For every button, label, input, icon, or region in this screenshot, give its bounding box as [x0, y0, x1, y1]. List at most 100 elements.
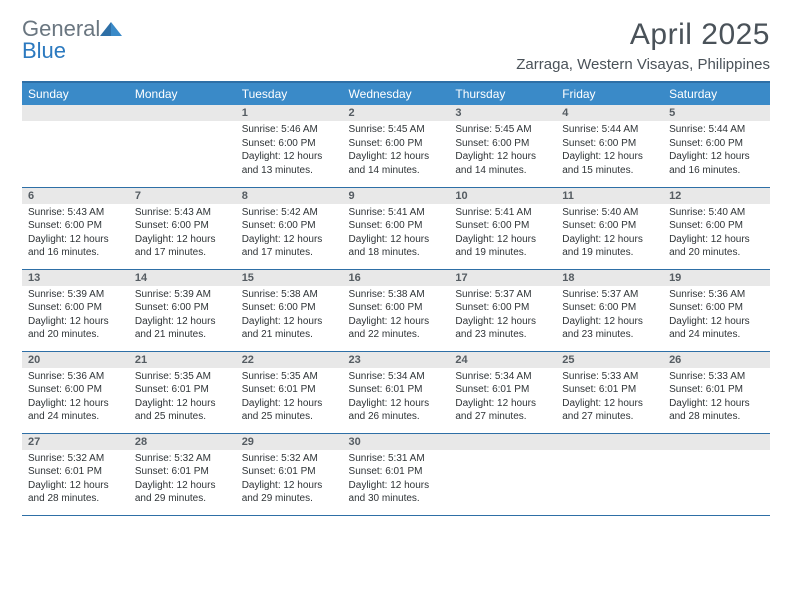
- sunrise-line: Sunrise: 5:32 AM: [242, 452, 337, 466]
- day-body: Sunrise: 5:45 AMSunset: 6:00 PMDaylight:…: [449, 121, 556, 181]
- day-number-empty: [22, 105, 129, 121]
- day-body: Sunrise: 5:45 AMSunset: 6:00 PMDaylight:…: [343, 121, 450, 181]
- day-body: Sunrise: 5:43 AMSunset: 6:00 PMDaylight:…: [129, 204, 236, 264]
- sunset-line: Sunset: 6:00 PM: [455, 137, 550, 151]
- day-body: Sunrise: 5:44 AMSunset: 6:00 PMDaylight:…: [556, 121, 663, 181]
- calendar-cell: 27Sunrise: 5:32 AMSunset: 6:01 PMDayligh…: [22, 433, 129, 515]
- day-header: Sunday: [22, 82, 129, 105]
- sunrise-line: Sunrise: 5:46 AM: [242, 123, 337, 137]
- sunset-line: Sunset: 6:01 PM: [455, 383, 550, 397]
- calendar-cell: 19Sunrise: 5:36 AMSunset: 6:00 PMDayligh…: [663, 269, 770, 351]
- calendar-cell: 25Sunrise: 5:33 AMSunset: 6:01 PMDayligh…: [556, 351, 663, 433]
- daylight-line: Daylight: 12 hours and 17 minutes.: [242, 233, 337, 260]
- calendar-cell: 3Sunrise: 5:45 AMSunset: 6:00 PMDaylight…: [449, 105, 556, 187]
- calendar-cell: 5Sunrise: 5:44 AMSunset: 6:00 PMDaylight…: [663, 105, 770, 187]
- day-body: Sunrise: 5:32 AMSunset: 6:01 PMDaylight:…: [22, 450, 129, 510]
- daylight-line: Daylight: 12 hours and 19 minutes.: [455, 233, 550, 260]
- calendar-cell: [22, 105, 129, 187]
- day-number: 14: [129, 270, 236, 286]
- sunrise-line: Sunrise: 5:37 AM: [562, 288, 657, 302]
- day-body: Sunrise: 5:35 AMSunset: 6:01 PMDaylight:…: [236, 368, 343, 428]
- daylight-line: Daylight: 12 hours and 23 minutes.: [562, 315, 657, 342]
- day-number: 23: [343, 352, 450, 368]
- daylight-line: Daylight: 12 hours and 23 minutes.: [455, 315, 550, 342]
- title-block: April 2025 Zarraga, Western Visayas, Phi…: [516, 18, 770, 73]
- day-body: Sunrise: 5:40 AMSunset: 6:00 PMDaylight:…: [556, 204, 663, 264]
- day-body: Sunrise: 5:39 AMSunset: 6:00 PMDaylight:…: [22, 286, 129, 346]
- sunrise-line: Sunrise: 5:36 AM: [669, 288, 764, 302]
- sunset-line: Sunset: 6:00 PM: [349, 301, 444, 315]
- daylight-line: Daylight: 12 hours and 27 minutes.: [562, 397, 657, 424]
- sunset-line: Sunset: 6:00 PM: [28, 219, 123, 233]
- day-number-empty: [556, 434, 663, 450]
- sunset-line: Sunset: 6:00 PM: [349, 137, 444, 151]
- sunrise-line: Sunrise: 5:43 AM: [135, 206, 230, 220]
- day-header: Tuesday: [236, 82, 343, 105]
- day-number: 30: [343, 434, 450, 450]
- calendar-cell: 22Sunrise: 5:35 AMSunset: 6:01 PMDayligh…: [236, 351, 343, 433]
- calendar-cell: 23Sunrise: 5:34 AMSunset: 6:01 PMDayligh…: [343, 351, 450, 433]
- calendar-week-row: 20Sunrise: 5:36 AMSunset: 6:00 PMDayligh…: [22, 351, 770, 433]
- day-number: 24: [449, 352, 556, 368]
- day-number: 10: [449, 188, 556, 204]
- calendar-cell: 12Sunrise: 5:40 AMSunset: 6:00 PMDayligh…: [663, 187, 770, 269]
- sunset-line: Sunset: 6:01 PM: [28, 465, 123, 479]
- daylight-line: Daylight: 12 hours and 27 minutes.: [455, 397, 550, 424]
- calendar-cell: 8Sunrise: 5:42 AMSunset: 6:00 PMDaylight…: [236, 187, 343, 269]
- sunset-line: Sunset: 6:00 PM: [562, 219, 657, 233]
- day-body: Sunrise: 5:41 AMSunset: 6:00 PMDaylight:…: [449, 204, 556, 264]
- day-body: Sunrise: 5:36 AMSunset: 6:00 PMDaylight:…: [22, 368, 129, 428]
- day-body: Sunrise: 5:32 AMSunset: 6:01 PMDaylight:…: [129, 450, 236, 510]
- day-body: Sunrise: 5:33 AMSunset: 6:01 PMDaylight:…: [663, 368, 770, 428]
- calendar-cell: 7Sunrise: 5:43 AMSunset: 6:00 PMDaylight…: [129, 187, 236, 269]
- calendar-cell: 29Sunrise: 5:32 AMSunset: 6:01 PMDayligh…: [236, 433, 343, 515]
- day-number: 9: [343, 188, 450, 204]
- sunset-line: Sunset: 6:00 PM: [135, 219, 230, 233]
- daylight-line: Daylight: 12 hours and 24 minutes.: [28, 397, 123, 424]
- sunset-line: Sunset: 6:00 PM: [135, 301, 230, 315]
- calendar-cell: [449, 433, 556, 515]
- sunrise-line: Sunrise: 5:32 AM: [135, 452, 230, 466]
- calendar-cell: 30Sunrise: 5:31 AMSunset: 6:01 PMDayligh…: [343, 433, 450, 515]
- sunrise-line: Sunrise: 5:39 AM: [28, 288, 123, 302]
- sunrise-line: Sunrise: 5:37 AM: [455, 288, 550, 302]
- sunset-line: Sunset: 6:00 PM: [242, 301, 337, 315]
- sunset-line: Sunset: 6:00 PM: [455, 219, 550, 233]
- day-number: 27: [22, 434, 129, 450]
- day-number: 8: [236, 188, 343, 204]
- day-number: 5: [663, 105, 770, 121]
- sunrise-line: Sunrise: 5:38 AM: [349, 288, 444, 302]
- calendar-cell: 18Sunrise: 5:37 AMSunset: 6:00 PMDayligh…: [556, 269, 663, 351]
- sunrise-line: Sunrise: 5:34 AM: [349, 370, 444, 384]
- sunrise-line: Sunrise: 5:40 AM: [562, 206, 657, 220]
- sunrise-line: Sunrise: 5:34 AM: [455, 370, 550, 384]
- sunset-line: Sunset: 6:00 PM: [455, 301, 550, 315]
- day-body: Sunrise: 5:37 AMSunset: 6:00 PMDaylight:…: [556, 286, 663, 346]
- daylight-line: Daylight: 12 hours and 15 minutes.: [562, 150, 657, 177]
- sunrise-line: Sunrise: 5:35 AM: [135, 370, 230, 384]
- day-number: 15: [236, 270, 343, 286]
- sunset-line: Sunset: 6:00 PM: [669, 219, 764, 233]
- day-number: 18: [556, 270, 663, 286]
- calendar-week-row: 13Sunrise: 5:39 AMSunset: 6:00 PMDayligh…: [22, 269, 770, 351]
- sunset-line: Sunset: 6:00 PM: [28, 383, 123, 397]
- calendar-cell: 2Sunrise: 5:45 AMSunset: 6:00 PMDaylight…: [343, 105, 450, 187]
- daylight-line: Daylight: 12 hours and 20 minutes.: [28, 315, 123, 342]
- sunrise-line: Sunrise: 5:31 AM: [349, 452, 444, 466]
- daylight-line: Daylight: 12 hours and 29 minutes.: [135, 479, 230, 506]
- day-body: Sunrise: 5:31 AMSunset: 6:01 PMDaylight:…: [343, 450, 450, 510]
- calendar-cell: 13Sunrise: 5:39 AMSunset: 6:00 PMDayligh…: [22, 269, 129, 351]
- sunset-line: Sunset: 6:00 PM: [242, 137, 337, 151]
- sunrise-line: Sunrise: 5:39 AM: [135, 288, 230, 302]
- daylight-line: Daylight: 12 hours and 16 minutes.: [669, 150, 764, 177]
- sunrise-line: Sunrise: 5:44 AM: [562, 123, 657, 137]
- day-body: Sunrise: 5:33 AMSunset: 6:01 PMDaylight:…: [556, 368, 663, 428]
- day-body: Sunrise: 5:42 AMSunset: 6:00 PMDaylight:…: [236, 204, 343, 264]
- day-number: 29: [236, 434, 343, 450]
- calendar-cell: 1Sunrise: 5:46 AMSunset: 6:00 PMDaylight…: [236, 105, 343, 187]
- sunrise-line: Sunrise: 5:33 AM: [562, 370, 657, 384]
- day-number: 12: [663, 188, 770, 204]
- day-number: 3: [449, 105, 556, 121]
- daylight-line: Daylight: 12 hours and 14 minutes.: [349, 150, 444, 177]
- calendar-week-row: 6Sunrise: 5:43 AMSunset: 6:00 PMDaylight…: [22, 187, 770, 269]
